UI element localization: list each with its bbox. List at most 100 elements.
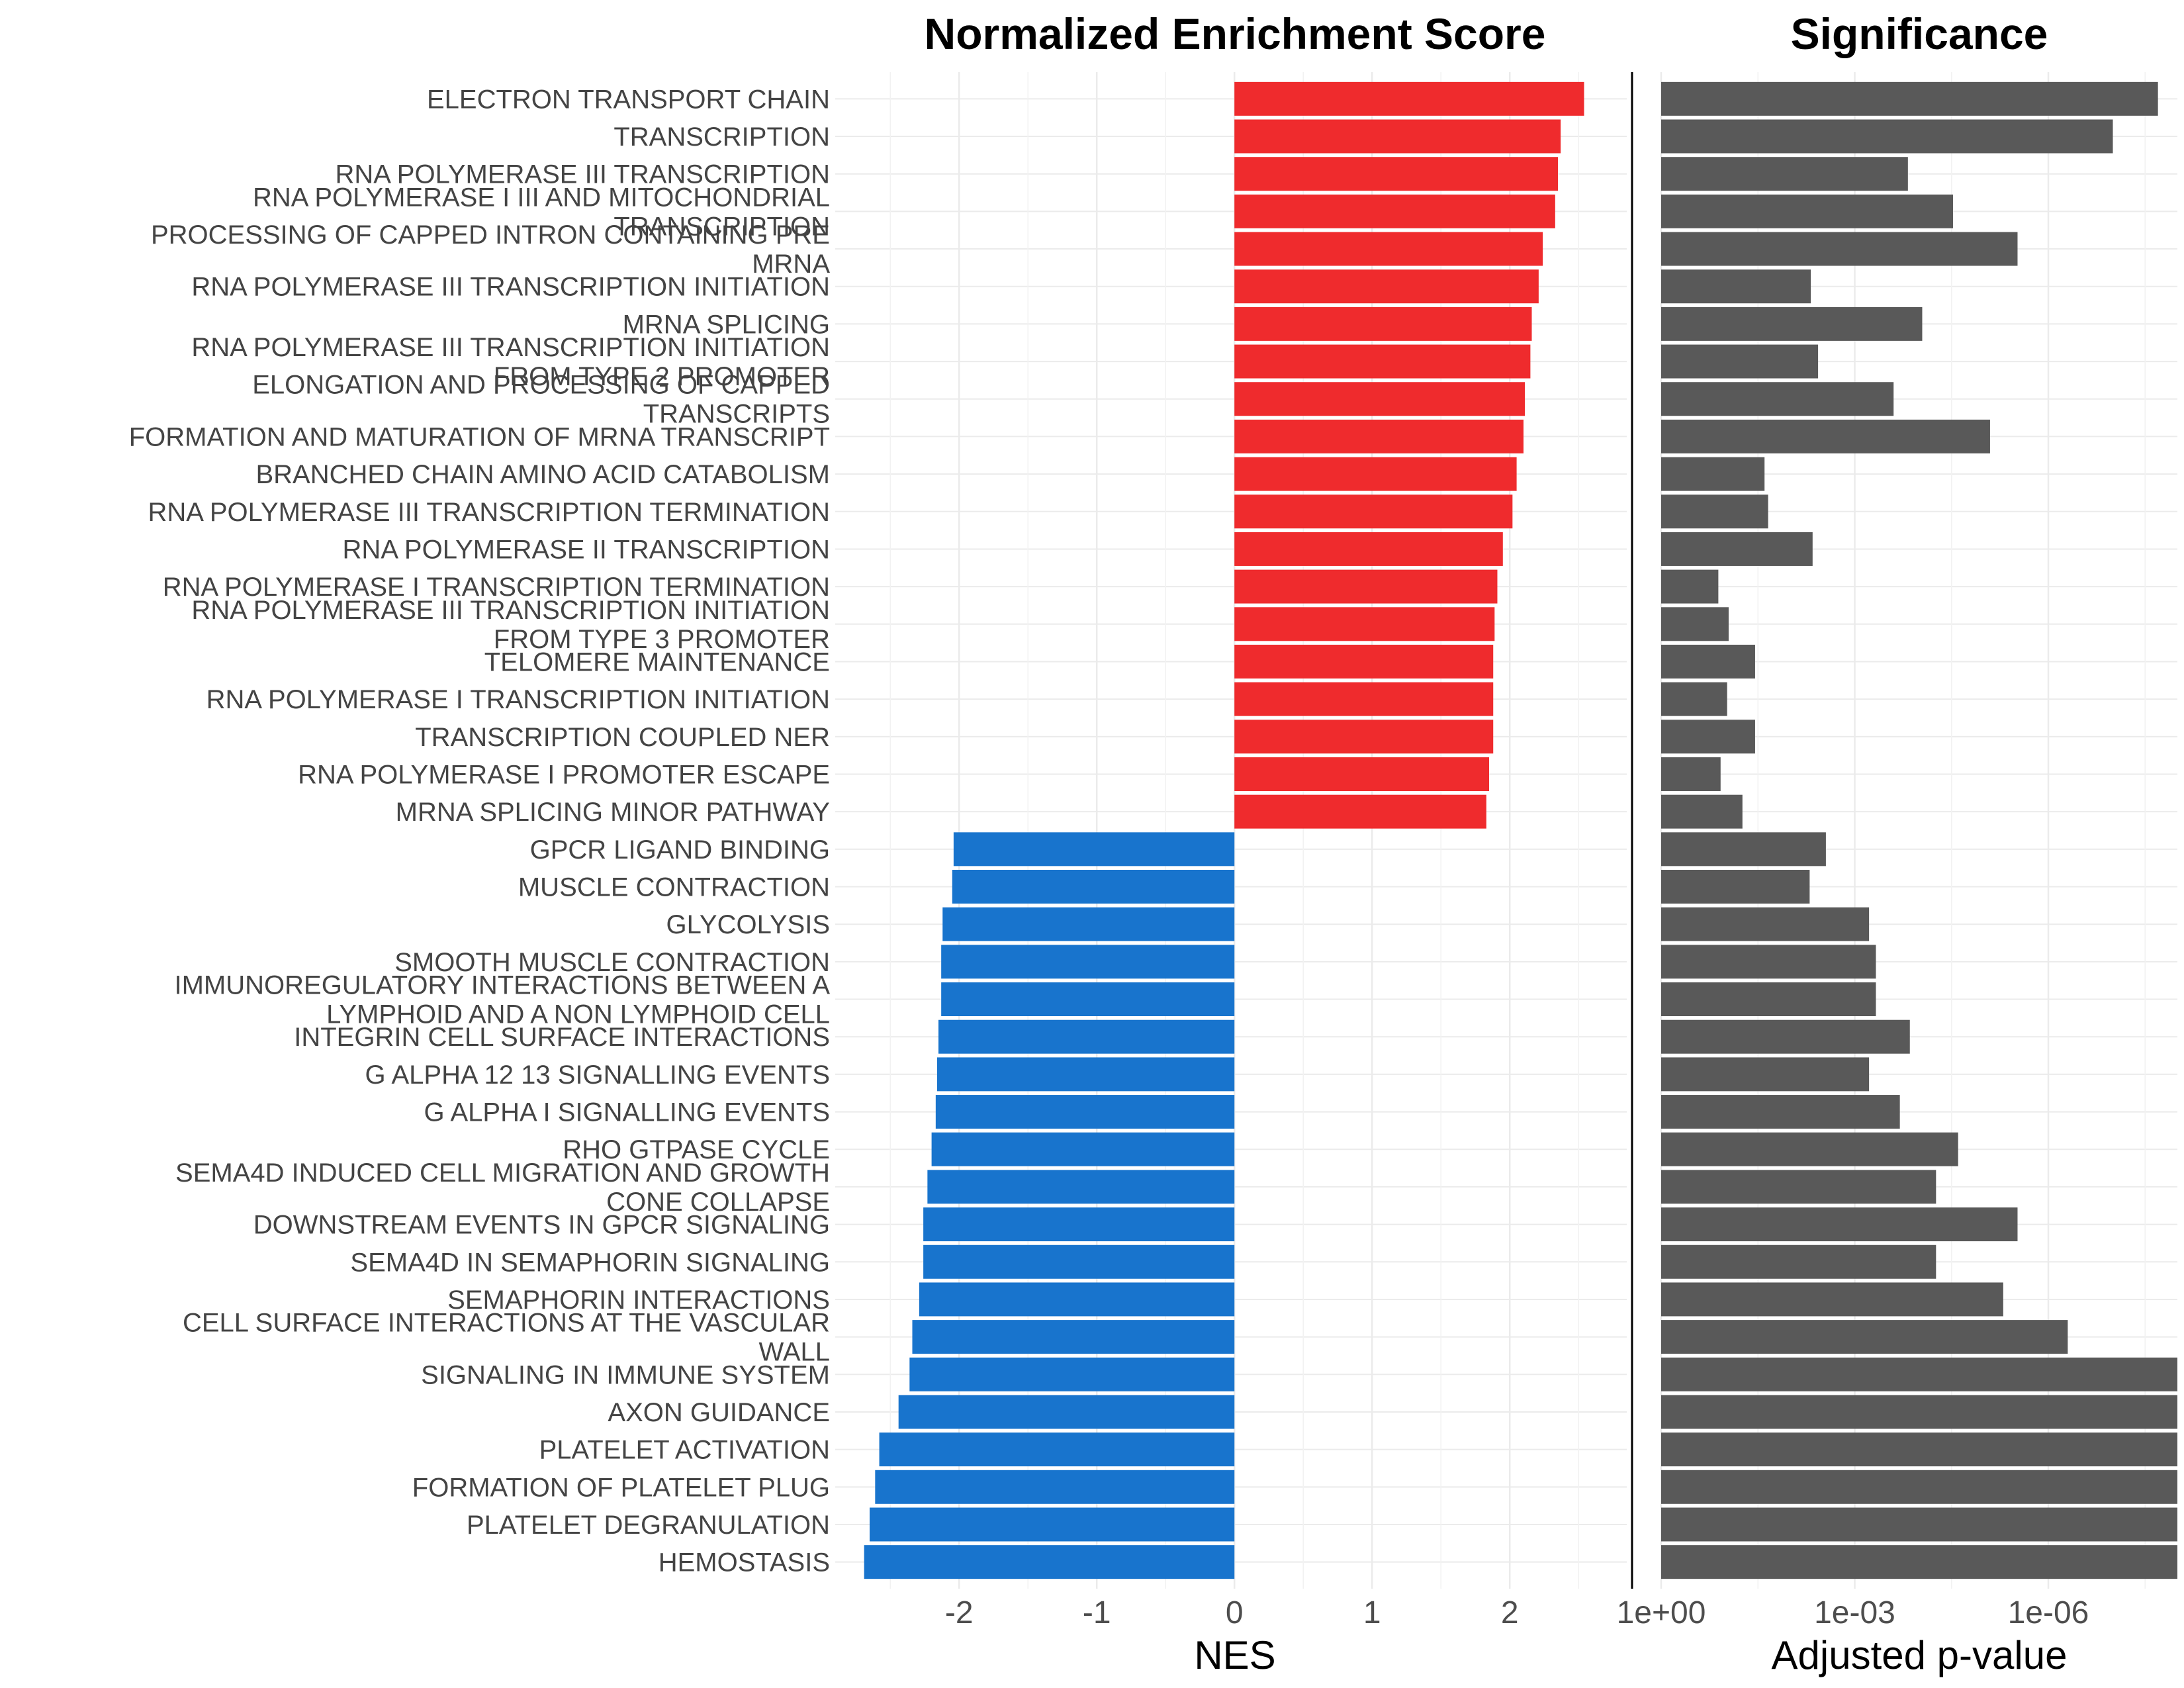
category-label: SIGNALING IN IMMUNE SYSTEM	[421, 1360, 830, 1389]
nes-bar	[1234, 419, 1524, 453]
category-label: RNA POLYMERASE I PROMOTER ESCAPE	[298, 760, 830, 789]
pvalue-bar	[1661, 720, 1755, 754]
nes-bar	[1234, 494, 1513, 529]
category-label: ELONGATION AND PROCESSING OF CAPPED	[252, 371, 830, 400]
category-label: HEMOSTASIS	[659, 1548, 830, 1577]
pvalue-bar	[1661, 1057, 1870, 1092]
pvalue-bar	[1661, 269, 1811, 304]
nes-tick-label: -1	[1083, 1595, 1111, 1630]
nes-bar	[1234, 457, 1517, 491]
category-label: SEMAPHORIN INTERACTIONS	[447, 1286, 830, 1315]
category-label: RNA POLYMERASE I III AND MITOCHONDRIAL	[253, 183, 830, 212]
category-label: MRNA SPLICING	[623, 310, 830, 339]
category-label: CONE COLLAPSE	[606, 1188, 830, 1217]
pvalue-bar	[1661, 682, 1727, 716]
nes-bar	[1234, 344, 1531, 379]
category-label: GLYCOLYSIS	[666, 910, 831, 939]
category-label: FORMATION AND MATURATION OF MRNA TRANSCR…	[129, 422, 830, 451]
category-label: MRNA	[752, 250, 830, 279]
pvalue-bar	[1661, 1170, 1936, 1204]
pvalue-tick-label: 1e+00	[1617, 1595, 1706, 1630]
nes-bar	[1234, 607, 1495, 641]
pvalue-tick-label: 1e-03	[1814, 1595, 1895, 1630]
category-label: FORMATION OF PLATELET PLUG	[412, 1473, 830, 1502]
nes-bar	[898, 1395, 1235, 1429]
pvalue-bar	[1661, 157, 1908, 191]
pvalue-bar	[1661, 870, 1810, 904]
pvalue-bar	[1661, 1207, 2018, 1242]
pvalue-bar	[1661, 1132, 1958, 1166]
nes-bar	[864, 1545, 1235, 1579]
pvalue-bar	[1661, 1095, 1900, 1129]
pvalue-bar	[1661, 1244, 1936, 1279]
nes-bar	[1234, 757, 1489, 791]
nes-bar	[1234, 682, 1494, 716]
pvalue-bar	[1661, 569, 1719, 604]
category-label: RNA POLYMERASE II TRANSCRIPTION	[343, 535, 830, 564]
nes-tick-label: 1	[1363, 1595, 1381, 1630]
category-label: RNA POLYMERASE III TRANSCRIPTION TERMINA…	[148, 498, 830, 527]
nes-bar	[942, 907, 1235, 941]
category-label: PLATELET DEGRANULATION	[467, 1511, 830, 1540]
nes-tick-label: 0	[1226, 1595, 1244, 1630]
pvalue-bar	[1661, 794, 1743, 829]
nes-bar	[952, 870, 1235, 904]
nes-bar	[1234, 157, 1558, 191]
category-label: RNA POLYMERASE III TRANSCRIPTION	[335, 160, 830, 189]
significance-panel-title: Significance	[1791, 9, 2048, 58]
nes-bar	[941, 945, 1235, 979]
pvalue-bar	[1661, 382, 1894, 416]
pvalue-bar	[1661, 757, 1721, 791]
category-label: RNA POLYMERASE III TRANSCRIPTION INITIAT…	[191, 596, 830, 625]
category-label: TRANSCRIPTION	[614, 212, 830, 241]
pvalue-bar	[1661, 81, 2158, 116]
nes-bar	[870, 1507, 1235, 1542]
nes-bar	[1234, 269, 1539, 304]
category-label: PLATELET ACTIVATION	[539, 1436, 830, 1465]
pvalue-tick-label: 1e-06	[2008, 1595, 2089, 1630]
category-label: MUSCLE CONTRACTION	[518, 873, 830, 902]
category-label: PROCESSING OF CAPPED INTRON CONTAINING P…	[151, 220, 830, 250]
nes-bar	[1234, 644, 1494, 679]
nes-bar	[1234, 306, 1532, 341]
pvalue-bar	[1661, 494, 1768, 529]
pvalue-bar	[1661, 982, 1876, 1017]
pvalue-bar	[1661, 1432, 2177, 1467]
pvalue-bar	[1661, 457, 1765, 491]
category-label: TRANSCRIPTS	[643, 400, 830, 429]
nes-bar	[1234, 119, 1561, 154]
nes-bar	[938, 1019, 1235, 1054]
category-label: ELECTRON TRANSPORT CHAIN	[427, 85, 830, 114]
pvalue-bar	[1661, 1470, 2177, 1504]
category-label: G ALPHA I SIGNALLING EVENTS	[424, 1098, 830, 1127]
category-label: TRANSCRIPTION	[614, 122, 830, 152]
nes-tick-label: -2	[945, 1595, 974, 1630]
category-label: WALL	[759, 1338, 830, 1367]
nes-bar	[1234, 720, 1494, 754]
nes-panel-title: Normalized Enrichment Score	[925, 9, 1546, 58]
category-label: RNA POLYMERASE I TRANSCRIPTION TERMINATI…	[163, 573, 830, 602]
pvalue-bar	[1661, 1507, 2177, 1542]
pvalue-axis-title: Adjusted p-value	[1772, 1633, 2068, 1677]
nes-bar	[1234, 532, 1503, 566]
nes-bar	[923, 1207, 1235, 1242]
pvalue-bar	[1661, 306, 1923, 341]
pvalue-bar	[1661, 1357, 2177, 1391]
category-label: SMOOTH MUSCLE CONTRACTION	[394, 948, 830, 977]
pvalue-bar	[1661, 907, 1870, 941]
nes-bar	[1234, 232, 1543, 266]
nes-tick-label: 2	[1501, 1595, 1519, 1630]
category-label: BRANCHED CHAIN AMINO ACID CATABOLISM	[255, 460, 830, 489]
pvalue-bar	[1661, 1282, 2003, 1317]
pvalue-bar	[1661, 194, 1953, 228]
category-label: TRANSCRIPTION COUPLED NER	[415, 723, 830, 752]
nes-bar	[935, 1095, 1235, 1129]
pvalue-bar	[1661, 644, 1755, 679]
nes-bar	[1234, 382, 1525, 416]
pvalue-bar	[1661, 532, 1813, 566]
nes-bar	[941, 982, 1235, 1017]
nes-bar	[1234, 569, 1498, 604]
category-label: CELL SURFACE INTERACTIONS AT THE VASCULA…	[183, 1309, 830, 1338]
pvalue-bar	[1661, 419, 1990, 453]
